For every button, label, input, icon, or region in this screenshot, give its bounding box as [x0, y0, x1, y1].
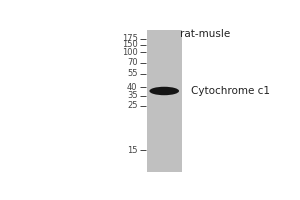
- Text: 150: 150: [122, 40, 137, 49]
- Ellipse shape: [149, 87, 179, 95]
- Text: 70: 70: [127, 58, 137, 67]
- Text: 40: 40: [127, 83, 137, 92]
- Text: 175: 175: [122, 34, 137, 43]
- Text: rat-musle: rat-musle: [180, 29, 230, 39]
- Text: Cytochrome c1: Cytochrome c1: [191, 86, 270, 96]
- Text: 35: 35: [127, 91, 137, 100]
- Text: 100: 100: [122, 48, 137, 57]
- Text: 55: 55: [127, 69, 137, 78]
- Text: 15: 15: [127, 146, 137, 155]
- Text: 25: 25: [127, 101, 137, 110]
- Bar: [147, 30, 182, 172]
